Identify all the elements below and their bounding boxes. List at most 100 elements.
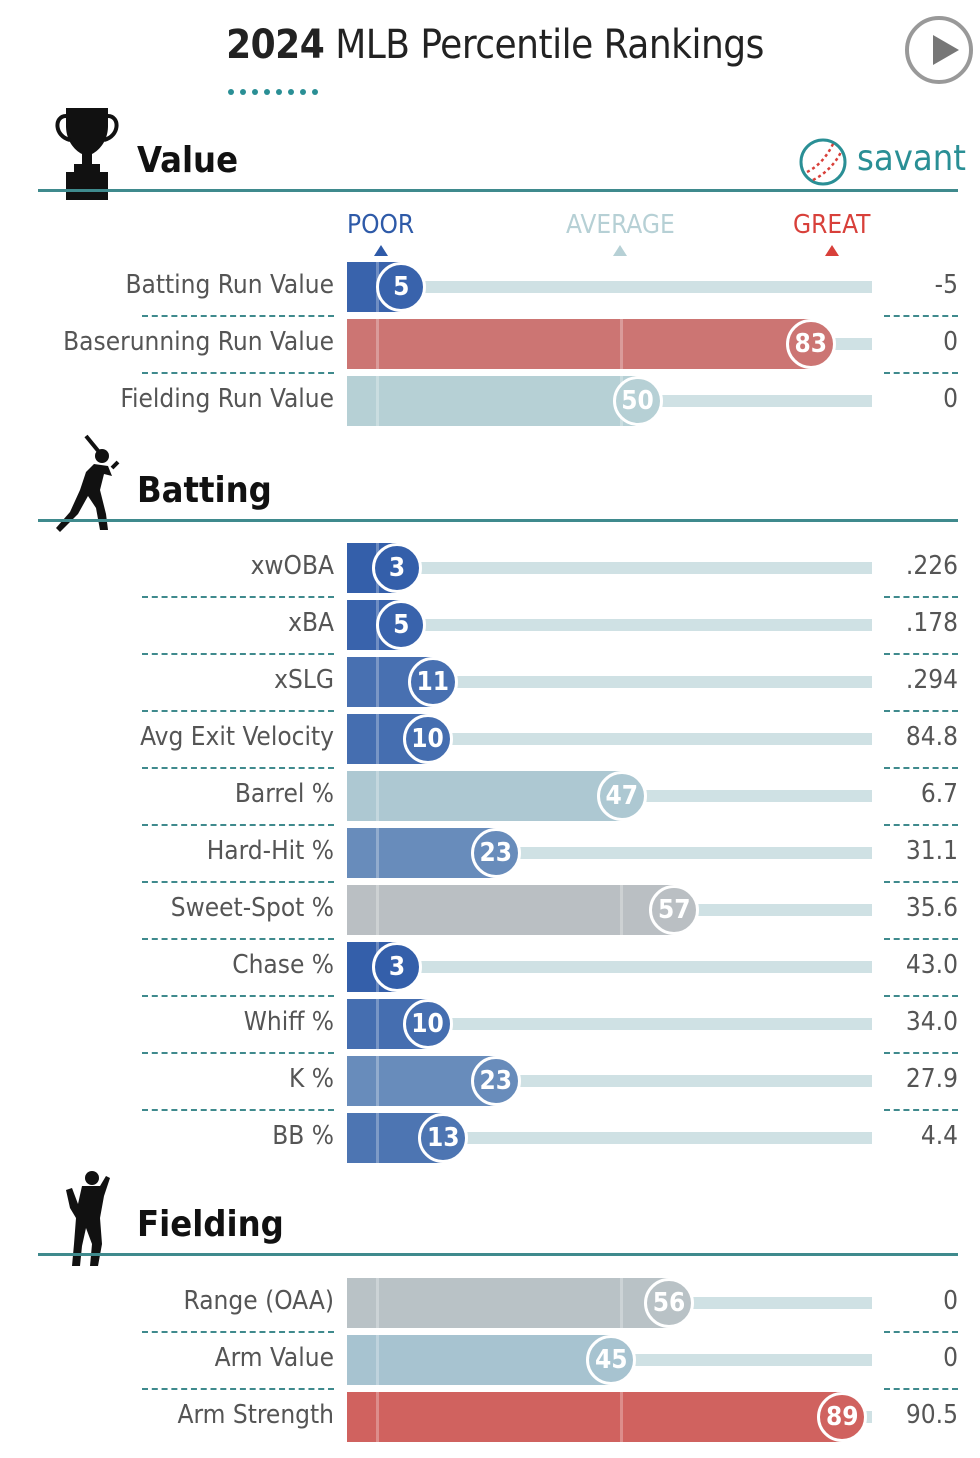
percentile-bar	[347, 771, 622, 821]
bar-gridline	[620, 1278, 623, 1328]
bar-track	[347, 562, 872, 574]
metric-label: Range (OAA)	[183, 1286, 334, 1316]
row-separator	[142, 938, 334, 940]
section-title-fielding: Fielding	[137, 1204, 284, 1245]
value-separator	[884, 1388, 958, 1390]
percentile-bar	[347, 1335, 612, 1385]
metric-value: 4.4	[920, 1121, 958, 1151]
metric-label: Hard-Hit %	[206, 836, 334, 866]
metric-label: Whiff %	[243, 1007, 334, 1037]
bar-gridline	[375, 999, 379, 1049]
percentile-bar	[347, 376, 638, 426]
bar-gridline	[375, 1278, 379, 1328]
percentile-circle: 56	[644, 1278, 694, 1328]
metric-label: K %	[289, 1064, 334, 1094]
metric-label: Arm Strength	[177, 1400, 335, 1430]
metric-value: -5	[934, 270, 958, 300]
bar-gridline	[375, 319, 379, 369]
row-separator	[142, 881, 334, 883]
page-title: 2024 MLB Percentile Rankings	[0, 22, 980, 68]
metric-value: 43.0	[905, 950, 958, 980]
metric-label: Avg Exit Velocity	[140, 722, 334, 752]
metric-value: 31.1	[905, 836, 958, 866]
percentile-circle: 57	[649, 885, 700, 935]
percentile-circle: 11	[407, 657, 458, 707]
title-underline-dots	[228, 80, 324, 99]
metric-label: xSLG	[274, 665, 334, 695]
bar-track	[347, 733, 872, 745]
percentile-circle: 45	[586, 1335, 637, 1385]
title-year: 2024	[226, 22, 325, 68]
row-separator	[142, 1109, 334, 1111]
metric-value: .294	[905, 665, 958, 695]
metric-value: 6.7	[920, 779, 958, 809]
bar-track	[347, 1132, 872, 1144]
value-separator	[884, 938, 958, 940]
legend-great: GREAT	[793, 210, 870, 256]
percentile-circle: 47	[596, 771, 647, 821]
section-title-value: Value	[137, 140, 239, 181]
percentile-circle: 50	[612, 376, 663, 426]
section-rule-batting	[38, 519, 958, 522]
value-separator	[884, 1109, 958, 1111]
row-separator	[142, 767, 334, 769]
percentile-circle: 23	[470, 1056, 521, 1106]
savant-logo-text: savant	[857, 138, 966, 179]
value-separator	[884, 995, 958, 997]
bar-gridline	[375, 828, 379, 878]
percentile-circle: 10	[402, 714, 453, 764]
bar-gridline	[375, 885, 379, 935]
metric-value: .178	[905, 608, 958, 638]
row-separator	[142, 653, 334, 655]
metric-value: 84.8	[905, 722, 958, 752]
metric-label: Barrel %	[234, 779, 334, 809]
bar-gridline	[375, 376, 379, 426]
percentile-bar	[347, 1392, 843, 1442]
metric-value: 34.0	[905, 1007, 958, 1037]
row-separator	[142, 1052, 334, 1054]
metric-label: xwOBA	[250, 551, 334, 581]
bar-track	[347, 961, 872, 973]
bar-gridline	[375, 771, 379, 821]
row-separator	[142, 372, 334, 374]
metric-value: 27.9	[905, 1064, 958, 1094]
row-separator	[142, 995, 334, 997]
percentile-circle: 10	[402, 999, 453, 1049]
section-title-batting: Batting	[137, 470, 272, 511]
bar-track	[347, 1018, 872, 1030]
bar-gridline	[375, 1056, 379, 1106]
title-text: MLB Percentile Rankings	[335, 22, 764, 68]
row-separator	[142, 1388, 334, 1390]
metric-value: .226	[905, 551, 958, 581]
metric-value: 0	[943, 384, 958, 414]
metric-value: 0	[943, 327, 958, 357]
bar-gridline	[375, 714, 379, 764]
bar-track	[347, 281, 872, 293]
value-separator	[884, 315, 958, 317]
metric-value: 90.5	[905, 1400, 958, 1430]
section-rule-value	[38, 189, 958, 192]
metric-value: 0	[943, 1343, 958, 1373]
metric-label: Batting Run Value	[125, 270, 334, 300]
metric-value: 0	[943, 1286, 958, 1316]
row-separator	[142, 710, 334, 712]
percentile-circle: 83	[785, 319, 836, 369]
legend-average: AVERAGE	[566, 210, 675, 256]
batter-icon	[56, 434, 120, 532]
metric-label: BB %	[272, 1121, 334, 1151]
bar-track	[347, 619, 872, 631]
play-icon[interactable]	[905, 16, 973, 84]
row-separator	[142, 1331, 334, 1333]
section-rule-fielding	[38, 1253, 958, 1256]
legend-poor: POOR	[347, 210, 414, 256]
row-separator	[142, 824, 334, 826]
metric-label: xBA	[288, 608, 334, 638]
bar-gridline	[620, 885, 623, 935]
metric-label: Sweet-Spot %	[170, 893, 334, 923]
value-separator	[884, 710, 958, 712]
metric-label: Fielding Run Value	[120, 384, 334, 414]
bar-track	[347, 676, 872, 688]
row-separator	[142, 596, 334, 598]
value-separator	[884, 372, 958, 374]
value-separator	[884, 824, 958, 826]
